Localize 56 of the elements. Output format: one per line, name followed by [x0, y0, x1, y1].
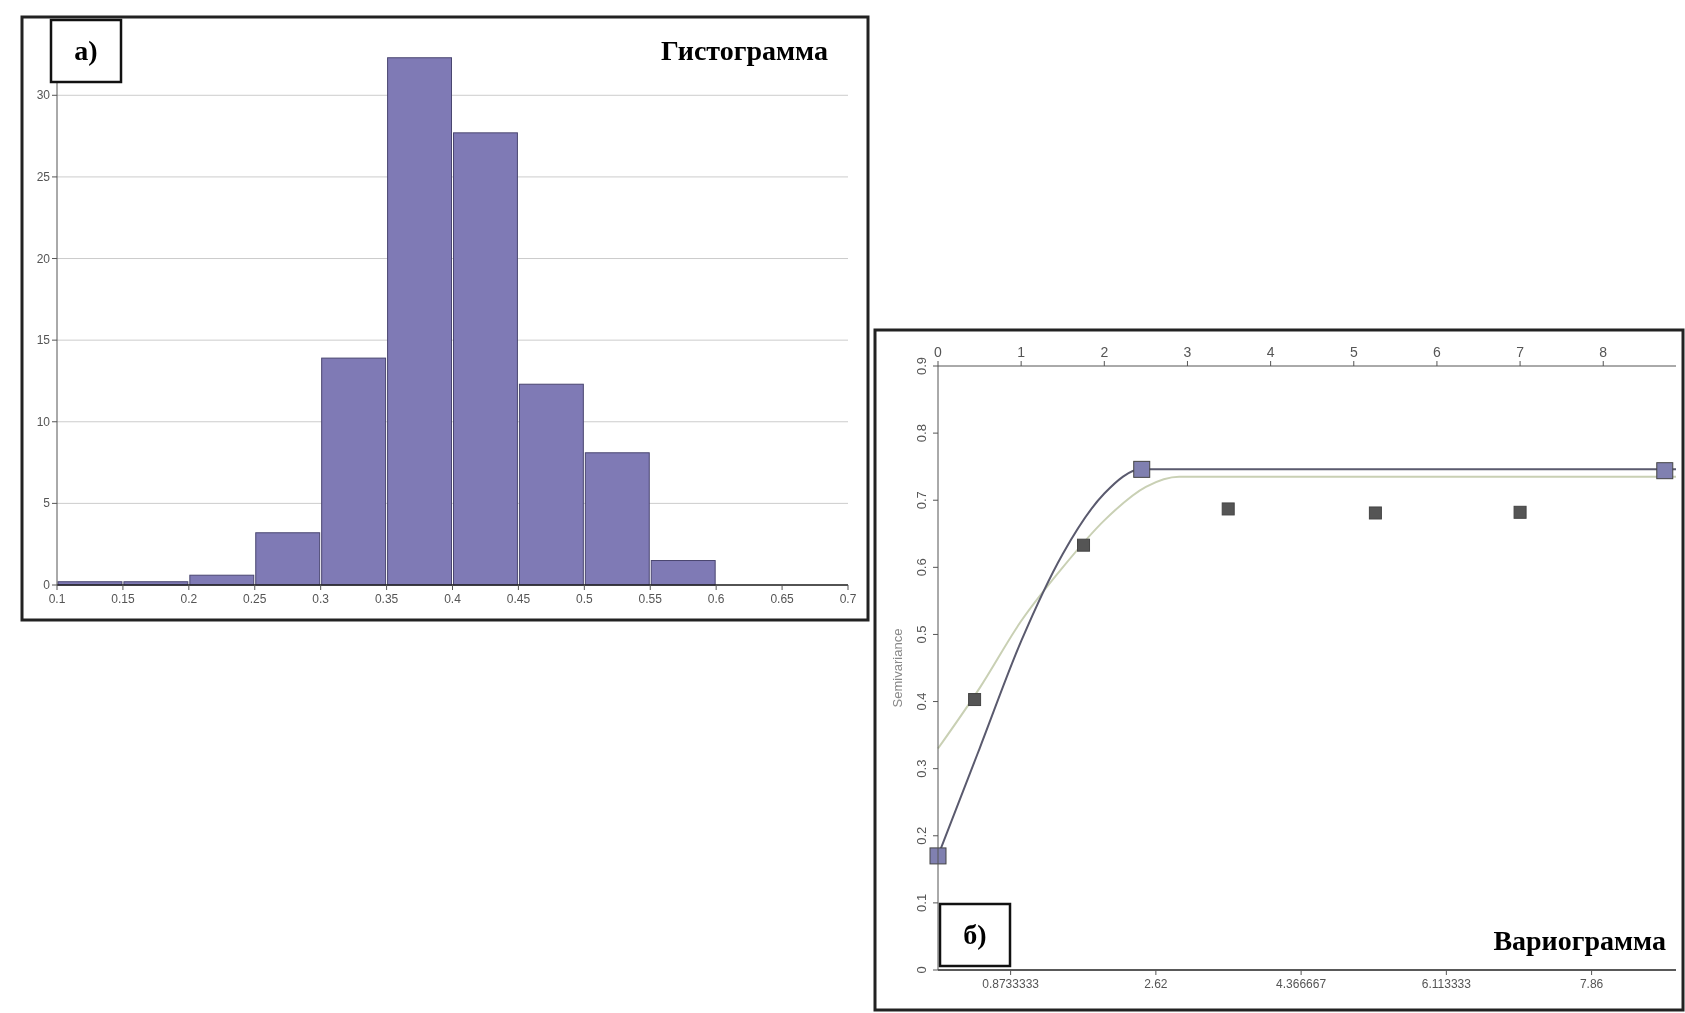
y-tick-label: 0.2 [914, 826, 929, 845]
point [1221, 502, 1235, 516]
x2-tick-label: 4 [1266, 344, 1275, 360]
x2-tick-label: 0 [934, 344, 943, 360]
x2-tick-label: 3 [1183, 344, 1192, 360]
x-tick-label: 0.45 [506, 592, 531, 606]
x2-tick-label: 7 [1516, 344, 1525, 360]
y-axis-title: Semivariance [890, 628, 905, 708]
x-tick-label: 0.4 [444, 592, 462, 606]
y-tick-label: 0 [914, 966, 929, 974]
x-tick-label: 2.62 [1144, 977, 1168, 991]
y-tick-label: 5 [43, 496, 51, 511]
point [929, 847, 947, 865]
x-tick-label: 0.65 [770, 592, 795, 606]
point [1133, 460, 1151, 478]
annotation: б) [963, 919, 987, 950]
annotation: а) [74, 35, 98, 66]
x-tick-label: 0.7 [839, 592, 857, 606]
y-tick-label: 15 [36, 333, 51, 348]
x-tick-label: 0.25 [243, 592, 267, 606]
y-tick-label: 10 [36, 414, 51, 429]
x-tick-label: 0.35 [374, 592, 399, 606]
y-tick-label: 0.5 [914, 625, 929, 644]
y-tick-label: 20 [36, 251, 51, 266]
point [1656, 462, 1674, 480]
x-tick-label: 4.366667 [1276, 977, 1327, 991]
y-tick-label: 0.9 [914, 356, 929, 376]
x-tick-label: 0.6 [707, 592, 725, 606]
y-tick-label: 30 [36, 88, 51, 103]
x-tick-label: 0.15 [111, 592, 135, 606]
x2-tick-label: 5 [1349, 344, 1358, 360]
x-tick-label: 6.113333 [1421, 977, 1472, 991]
x2-tick-label: 1 [1017, 344, 1026, 360]
x2-tick-label: 2 [1100, 344, 1109, 360]
x-tick-label: 0.5 [575, 592, 593, 606]
point [968, 693, 982, 707]
y-tick-label: 25 [36, 169, 51, 184]
x-tick-label: 0.8733333 [982, 977, 1040, 991]
point [1513, 505, 1527, 519]
x-tick-label: 0.3 [312, 592, 330, 606]
y-tick-label: 0.8 [914, 424, 929, 443]
y-tick-label: 0.7 [914, 491, 929, 510]
y-tick-label: 0.6 [914, 558, 929, 577]
y-tick-label: 0 [43, 578, 51, 592]
x-tick-label: 0.55 [638, 592, 663, 606]
x2-tick-label: 6 [1433, 344, 1442, 360]
y-tick-label: 0.1 [914, 893, 929, 912]
y-tick-label: 0.4 [914, 692, 929, 711]
point [1077, 538, 1091, 552]
x-tick-label: 7.86 [1579, 977, 1604, 991]
point [1368, 506, 1382, 520]
chart-title: Гистограмма [661, 35, 828, 66]
x-tick-label: 0.2 [180, 592, 198, 606]
y-tick-label: 0.3 [914, 759, 929, 778]
text: Вариограмма [1493, 925, 1666, 956]
x2-tick-label: 8 [1599, 344, 1608, 360]
